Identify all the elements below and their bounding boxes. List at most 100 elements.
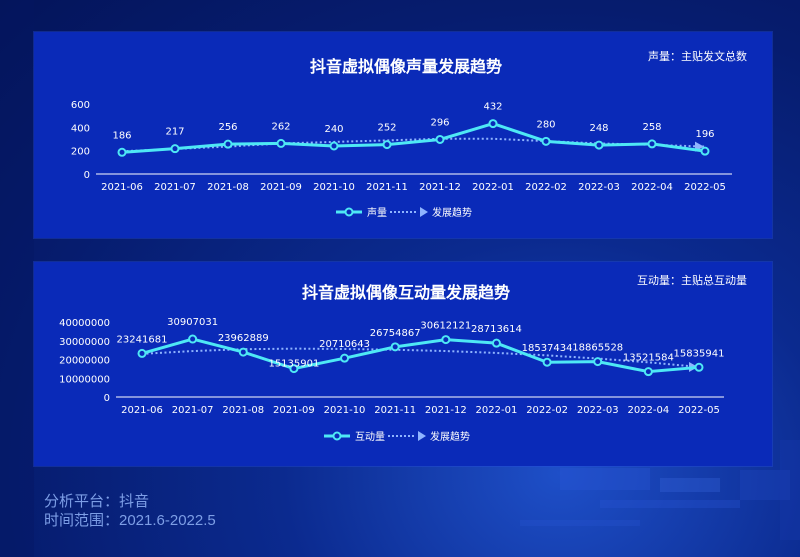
interaction-y-tick-label: 10000000	[59, 374, 110, 385]
interaction-data-point	[694, 362, 704, 372]
interaction-x-tick-label: 2021-06	[121, 405, 163, 416]
volume-data-label: 296	[430, 117, 449, 128]
volume-data-label: 280	[536, 119, 555, 130]
interaction-series-line	[141, 337, 700, 374]
volume-trend-chart: 抖音虚拟偶像声量发展趋势 声量：主贴发文总数 0 200 400 600 2021-0…	[71, 49, 747, 219]
volume-y-tick-label: 0	[84, 170, 90, 181]
legend-arrow-icon	[418, 431, 426, 441]
interaction-data-point	[542, 357, 552, 367]
interaction-y-tick-label: 30000000	[59, 337, 110, 348]
volume-data-label: 248	[589, 123, 608, 134]
volume-x-tick-label: 2021-08	[207, 182, 249, 193]
volume-x-tick-label: 2021-06	[101, 182, 143, 193]
volume-data-point	[541, 136, 551, 146]
volume-x-tick-label: 2021-09	[260, 182, 302, 193]
volume-chart-title: 抖音虚拟偶像声量发展趋势	[310, 57, 502, 76]
legend-label-interaction: 互动量	[355, 431, 385, 443]
volume-data-label: 186	[112, 130, 131, 141]
interaction-x-tick-label: 2021-10	[324, 405, 366, 416]
legend-arrow-icon	[420, 207, 428, 217]
volume-data-point	[170, 144, 180, 154]
legend-label-trend: 发展趋势	[432, 206, 472, 219]
interaction-data-point	[643, 367, 653, 377]
volume-data-point	[223, 139, 233, 149]
volume-x-tick-label: 2022-02	[525, 182, 567, 193]
volume-x-tick-label: 2022-01	[472, 182, 514, 193]
interaction-data-label: 15135901	[268, 359, 319, 370]
interaction-data-label: 13521584	[623, 353, 674, 364]
volume-data-label: 217	[165, 127, 184, 138]
volume-x-tick-label: 2022-05	[684, 182, 726, 193]
interaction-trend-panel: 抖音虚拟偶像互动量发展趋势 互动量：主贴总互动量 0 10000000 200000…	[34, 262, 772, 466]
interaction-data-label: 18537434	[522, 343, 573, 354]
volume-y-tick-label: 200	[71, 147, 90, 158]
interaction-data-label: 20710643	[319, 339, 370, 350]
volume-trend-panel: 抖音虚拟偶像声量发展趋势 声量：主贴发文总数 0 200 400 600 2021-0…	[34, 32, 772, 238]
interaction-data-point	[441, 335, 451, 345]
interaction-chart-title: 抖音虚拟偶像互动量发展趋势	[302, 283, 510, 302]
volume-data-label: 240	[324, 124, 343, 135]
interaction-trend-chart: 抖音虚拟偶像互动量发展趋势 互动量：主贴总互动量 0 10000000 200000…	[59, 273, 747, 443]
analysis-platform-text: 分析平台：抖音	[44, 493, 150, 510]
volume-x-tick-label: 2022-04	[631, 182, 673, 193]
volume-data-label: 258	[642, 122, 661, 133]
interaction-x-tick-label: 2022-02	[526, 405, 568, 416]
interaction-data-point	[390, 342, 400, 352]
interaction-data-label: 23962889	[218, 333, 269, 344]
volume-x-tick-label: 2021-11	[366, 182, 408, 193]
volume-data-point	[382, 140, 392, 150]
legend-marker-interaction	[332, 431, 342, 441]
volume-y-tick-label: 400	[71, 123, 90, 134]
interaction-definition-note: 互动量：主贴总互动量	[637, 273, 747, 287]
volume-data-point	[594, 140, 604, 150]
volume-data-point	[647, 139, 657, 149]
interaction-trend-line	[141, 347, 700, 368]
legend-label-trend: 发展趋势	[430, 430, 470, 443]
interaction-data-point	[491, 338, 501, 348]
volume-series-line	[121, 122, 706, 154]
interaction-chart-legend: 互动量 发展趋势	[324, 430, 470, 443]
volume-x-tick-label: 2022-03	[578, 182, 620, 193]
interaction-data-point	[238, 347, 248, 357]
volume-data-label: 432	[483, 102, 502, 113]
volume-data-label: 256	[218, 122, 237, 133]
interaction-y-tick-label: 0	[104, 393, 110, 404]
interaction-y-tick-label: 20000000	[59, 356, 110, 367]
interaction-data-label: 23241681	[117, 334, 168, 345]
interaction-y-tick-label: 40000000	[59, 318, 110, 329]
interaction-data-label: 26754867	[370, 328, 421, 339]
interaction-data-label: 18865528	[572, 343, 623, 354]
interaction-x-tick-label: 2022-05	[678, 405, 720, 416]
volume-data-point	[329, 141, 339, 151]
interaction-data-point	[188, 334, 198, 344]
interaction-x-tick-label: 2022-03	[577, 405, 619, 416]
volume-data-label: 262	[271, 121, 290, 132]
footer-info: 分析平台：抖音 时间范围：2021.6-2022.5	[44, 492, 216, 530]
volume-data-point	[700, 146, 710, 156]
legend-label-volume: 声量	[367, 206, 387, 219]
interaction-data-label: 30907031	[167, 317, 218, 328]
interaction-data-label: 30612121	[420, 321, 471, 332]
volume-data-point	[488, 119, 498, 129]
interaction-x-tick-label: 2021-12	[425, 405, 467, 416]
interaction-x-tick-label: 2022-04	[627, 405, 669, 416]
volume-data-point	[117, 147, 127, 157]
interaction-x-tick-label: 2021-07	[172, 405, 214, 416]
interaction-x-tick-label: 2021-11	[374, 405, 416, 416]
volume-data-label: 252	[377, 123, 396, 134]
volume-x-tick-label: 2021-10	[313, 182, 355, 193]
interaction-x-tick-label: 2022-01	[476, 405, 518, 416]
interaction-data-label: 15835941	[674, 348, 725, 359]
legend-marker-volume	[344, 207, 354, 217]
volume-data-point	[435, 134, 445, 144]
interaction-data-label: 28713614	[471, 324, 522, 335]
interaction-data-point	[340, 353, 350, 363]
volume-chart-legend: 声量 发展趋势	[336, 206, 472, 219]
time-range-text: 时间范围：2021.6-2022.5	[44, 512, 216, 529]
volume-definition-note: 声量：主贴发文总数	[648, 49, 747, 63]
volume-data-point	[276, 138, 286, 148]
volume-x-tick-label: 2021-12	[419, 182, 461, 193]
interaction-data-point	[289, 364, 299, 374]
interaction-x-tick-label: 2021-09	[273, 405, 315, 416]
interaction-data-point	[593, 357, 603, 367]
